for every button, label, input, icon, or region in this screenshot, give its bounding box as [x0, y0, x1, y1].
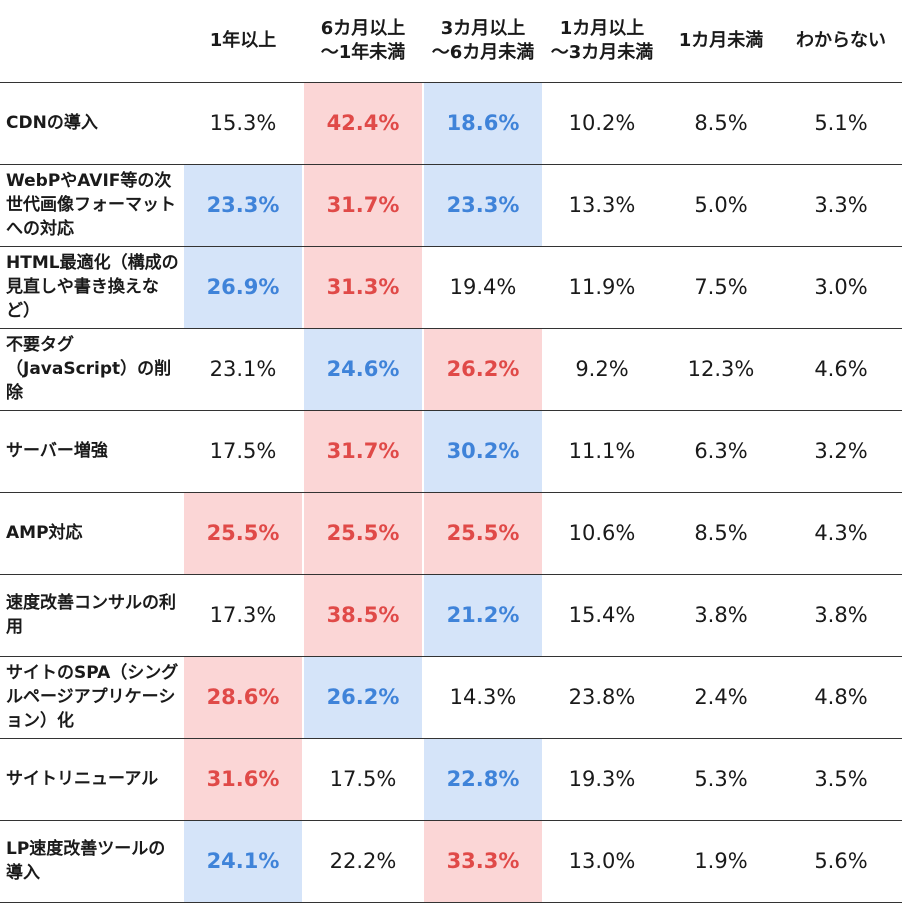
table-row: 23.3% 31.7% 23.3% 13.3% 5.0% 3.3% WebPやAVIF等の次… [0, 164, 902, 246]
value-cell: 8.5% [694, 111, 748, 135]
value-cell: 22.2% [329, 849, 397, 873]
value-cell: 22.8% [424, 738, 542, 820]
value-cell: 18.6% [424, 82, 542, 164]
value-cell: 13.3% [568, 193, 636, 217]
row-divider [0, 656, 902, 657]
row-label: サイトのSPA（シングルページアプリケーション）化 [6, 663, 179, 731]
row-label: WebPやAVIF等の次世代画像フォーマットへの対応 [6, 171, 176, 239]
value-cell: 9.2% [575, 357, 629, 381]
value-cell: 5.3% [694, 767, 748, 791]
value-cell: 10.2% [568, 111, 636, 135]
value-cell: 10.6% [568, 521, 636, 545]
value-cell: 11.9% [568, 275, 636, 299]
value-cell: 8.5% [694, 521, 748, 545]
value-cell: 31.7% [304, 410, 422, 492]
value-cell: 3.8% [814, 603, 868, 627]
value-cell: 17.3% [209, 603, 277, 627]
row-divider [0, 328, 902, 329]
value-cell: 4.6% [814, 357, 868, 381]
value-cell: 5.1% [814, 111, 868, 135]
value-cell: 23.3% [424, 164, 542, 246]
value-cell: 17.5% [329, 767, 397, 791]
value-cell: 26.2% [424, 328, 542, 410]
value-cell: 23.8% [568, 685, 636, 709]
value-cell: 13.0% [568, 849, 636, 873]
value-cell: 3.3% [814, 193, 868, 217]
value-cell: 17.5% [209, 439, 277, 463]
value-cell: 24.6% [304, 328, 422, 410]
value-cell: 25.5% [424, 492, 542, 574]
value-cell: 4.8% [814, 685, 868, 709]
value-cell: 31.7% [304, 164, 422, 246]
column-header: 1カ月以上 ～3カ月未満 [550, 18, 654, 63]
table-row: 25.5% 25.5% 25.5% 10.6% 8.5% 4.3% AMP対応 [0, 492, 902, 574]
value-cell: 30.2% [424, 410, 542, 492]
table-row: 28.6% 26.2% 14.3% 23.8% 2.4% 4.8% サイトのSPA（シングル… [0, 656, 902, 738]
value-cell: 31.3% [304, 246, 422, 328]
value-cell: 3.8% [694, 603, 748, 627]
value-cell: 31.6% [184, 738, 302, 820]
row-divider [0, 820, 902, 821]
row-label: サーバー増強 [6, 441, 108, 461]
row-label: LP速度改善ツールの導入 [6, 839, 166, 883]
value-cell: 21.2% [424, 574, 542, 656]
table-row: 23.1% 24.6% 26.2% 9.2% 12.3% 4.6% 不要タグ（JavaScr… [0, 328, 902, 410]
row-divider [0, 82, 902, 83]
value-cell: 23.3% [184, 164, 302, 246]
row-label: 速度改善コンサルの利用 [6, 593, 176, 637]
row-label: サイトリニューアル [6, 769, 159, 789]
value-cell: 12.3% [687, 357, 755, 381]
table-row: 24.1% 22.2% 33.3% 13.0% 1.9% 5.6% LP速度改善ツールの導入 [0, 820, 902, 902]
row-label: 不要タグ（JavaScript）の削除 [6, 335, 172, 403]
column-header: 1カ月未満 [678, 30, 764, 51]
row-divider [0, 164, 902, 165]
value-cell: 33.3% [424, 820, 542, 902]
column-header: 3カ月以上 ～6カ月未満 [431, 18, 535, 63]
row-divider [0, 246, 902, 247]
value-cell: 25.5% [304, 492, 422, 574]
table-row: 26.9% 31.3% 19.4% 11.9% 7.5% 3.0% HTML最適化（構成の見… [0, 246, 902, 328]
value-cell: 19.4% [449, 275, 517, 299]
value-cell: 42.4% [304, 82, 422, 164]
table-row: 17.5% 31.7% 30.2% 11.1% 6.3% 3.2% サーバー増強 [0, 410, 902, 492]
value-cell: 5.6% [814, 849, 868, 873]
value-cell: 1.9% [694, 849, 748, 873]
row-divider [0, 492, 902, 493]
value-cell: 15.3% [209, 111, 277, 135]
value-cell: 15.4% [568, 603, 636, 627]
value-cell: 26.2% [304, 656, 422, 738]
value-cell: 24.1% [184, 820, 302, 902]
value-cell: 7.5% [694, 275, 748, 299]
value-cell: 14.3% [449, 685, 517, 709]
value-cell: 4.3% [814, 521, 868, 545]
value-cell: 23.1% [209, 357, 277, 381]
table-row: 15.3% 42.4% 18.6% 10.2% 8.5% 5.1% CDNの導入 [0, 82, 902, 164]
table-row: 31.6% 17.5% 22.8% 19.3% 5.3% 3.5% サイトリニューアル [0, 738, 902, 820]
row-divider [0, 738, 902, 739]
row-label: HTML最適化（構成の見直しや書き換えなど） [6, 253, 179, 321]
row-label: CDNの導入 [6, 113, 98, 133]
value-cell: 11.1% [568, 439, 636, 463]
value-cell: 25.5% [184, 492, 302, 574]
table-bottom-border [0, 902, 902, 903]
row-divider [0, 410, 902, 411]
value-cell: 2.4% [694, 685, 748, 709]
value-cell: 38.5% [304, 574, 422, 656]
value-cell: 5.0% [694, 193, 748, 217]
value-cell: 3.0% [814, 275, 868, 299]
value-cell: 3.5% [814, 767, 868, 791]
value-cell: 19.3% [568, 767, 636, 791]
value-cell: 26.9% [184, 246, 302, 328]
value-cell: 28.6% [184, 656, 302, 738]
row-divider [0, 574, 902, 575]
column-header: 6カ月以上 ～1年未満 [320, 18, 406, 63]
row-label: AMP対応 [6, 523, 83, 543]
column-header: わからない [796, 30, 886, 51]
table-row: 17.3% 38.5% 21.2% 15.4% 3.8% 3.8% 速度改善コンサルの利用 [0, 574, 902, 656]
value-cell: 6.3% [694, 439, 748, 463]
column-header: 1年以上 [209, 30, 277, 51]
value-cell: 3.2% [814, 439, 868, 463]
